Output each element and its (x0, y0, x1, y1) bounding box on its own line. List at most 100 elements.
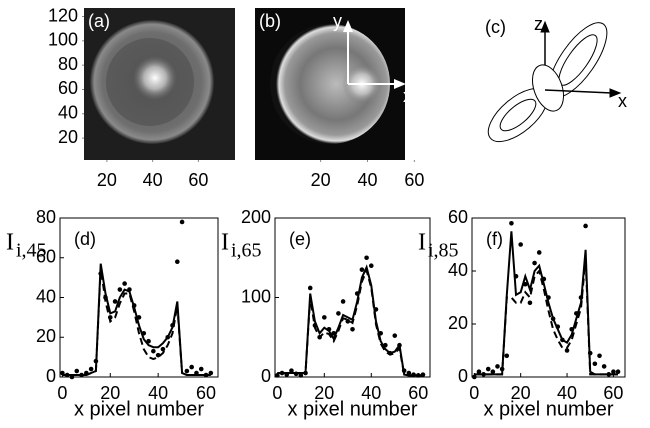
data-point (136, 315, 142, 320)
data-point (406, 370, 412, 376)
data-point (564, 348, 570, 353)
y-tick-label: 80 (58, 54, 78, 74)
y-tick-label: 20 (448, 313, 468, 333)
data-point (523, 281, 528, 287)
x-tick-label: 60 (408, 383, 428, 403)
x-arrow-label: x (403, 86, 412, 106)
y-tick-label: 0 (458, 366, 468, 386)
x-tick-label: 40 (148, 383, 168, 403)
data-point (373, 307, 379, 312)
y-tick-label: 0 (261, 366, 271, 386)
data-point (312, 323, 318, 328)
data-point (198, 366, 204, 372)
y-tick-label: 100 (48, 30, 78, 50)
data-point (155, 352, 161, 358)
data-point (587, 350, 593, 356)
data-point (141, 330, 147, 336)
plot-frame (471, 217, 626, 378)
data-point (513, 274, 519, 279)
data-point (293, 371, 299, 377)
data-point (504, 353, 510, 359)
panel-label: (a) (88, 11, 110, 31)
x-tick-label: 0 (469, 383, 479, 403)
x-axis-label: x (618, 91, 627, 111)
data-point (532, 260, 537, 266)
x-tick-label: 60 (404, 170, 424, 190)
data-point (189, 364, 194, 370)
x-tick-label: 0 (272, 383, 282, 403)
data-point (555, 324, 561, 329)
x-tick-label: 20 (311, 170, 331, 190)
data-point (303, 370, 308, 376)
x-tick-label: 60 (603, 383, 623, 403)
data-point (84, 370, 89, 376)
data-point (208, 370, 214, 376)
x-tick-label: 60 (196, 383, 216, 403)
y-tick-label: 60 (58, 78, 78, 98)
panel-label: (f) (486, 229, 503, 249)
panel-label: (e) (289, 229, 311, 249)
panel-label: (b) (259, 11, 281, 31)
data-point (383, 342, 388, 348)
data-point (490, 369, 496, 375)
y-tick-label: 40 (58, 103, 78, 123)
data-point (364, 255, 369, 261)
data-point (420, 372, 426, 377)
data-point (107, 315, 113, 320)
y-tick-label: 80 (36, 207, 56, 227)
data-point (275, 373, 280, 378)
data-point (170, 323, 175, 328)
data-point (495, 364, 500, 369)
data-point (378, 330, 383, 336)
panel-label: (d) (74, 229, 96, 249)
y-tick-label: 40 (448, 260, 468, 280)
y-axis-label-subscript: i,45 (16, 240, 47, 262)
x-axis-label: x pixel number (483, 398, 613, 420)
data-point (74, 368, 80, 374)
x-axis-label: x pixel number (287, 398, 417, 420)
panel-label: (c) (485, 17, 506, 37)
x-tick-label: 40 (361, 383, 381, 403)
data-point (165, 334, 171, 340)
data-point (322, 315, 327, 320)
data-point (411, 372, 416, 377)
data-point (499, 366, 505, 372)
data-point (146, 338, 151, 344)
data-point (611, 369, 616, 375)
data-point (387, 350, 393, 356)
image-b (255, 8, 406, 160)
y-tick-label: 20 (58, 127, 78, 147)
data-point (289, 368, 294, 373)
x-tick-label: 0 (57, 383, 67, 403)
data-point (122, 281, 127, 286)
lobe-diagram (487, 20, 622, 143)
x-axis-label: x pixel number (74, 398, 204, 420)
data-point (485, 366, 491, 372)
data-point (368, 263, 374, 269)
data-point (317, 334, 322, 340)
data-point (560, 337, 565, 343)
data-point (284, 372, 290, 377)
data-point (518, 242, 523, 247)
data-point (574, 311, 579, 316)
data-point (340, 299, 346, 304)
y-tick-label: 100 (241, 286, 271, 306)
y-tick-label: 200 (241, 207, 271, 227)
dashed-line (277, 267, 423, 377)
data-point (527, 300, 533, 306)
data-point (112, 299, 118, 304)
data-point (131, 303, 137, 308)
data-point (615, 369, 621, 375)
data-point (415, 373, 421, 378)
data-point (331, 330, 337, 336)
y-axis-label-subscript: i,85 (428, 240, 459, 262)
y-tick-label: 0 (46, 366, 56, 386)
data-point (592, 361, 598, 367)
data-point (326, 327, 332, 332)
data-point (151, 348, 156, 354)
data-point (578, 295, 584, 300)
data-point (117, 287, 123, 292)
data-point (401, 368, 407, 373)
data-point (606, 372, 612, 377)
data-point (194, 370, 199, 376)
